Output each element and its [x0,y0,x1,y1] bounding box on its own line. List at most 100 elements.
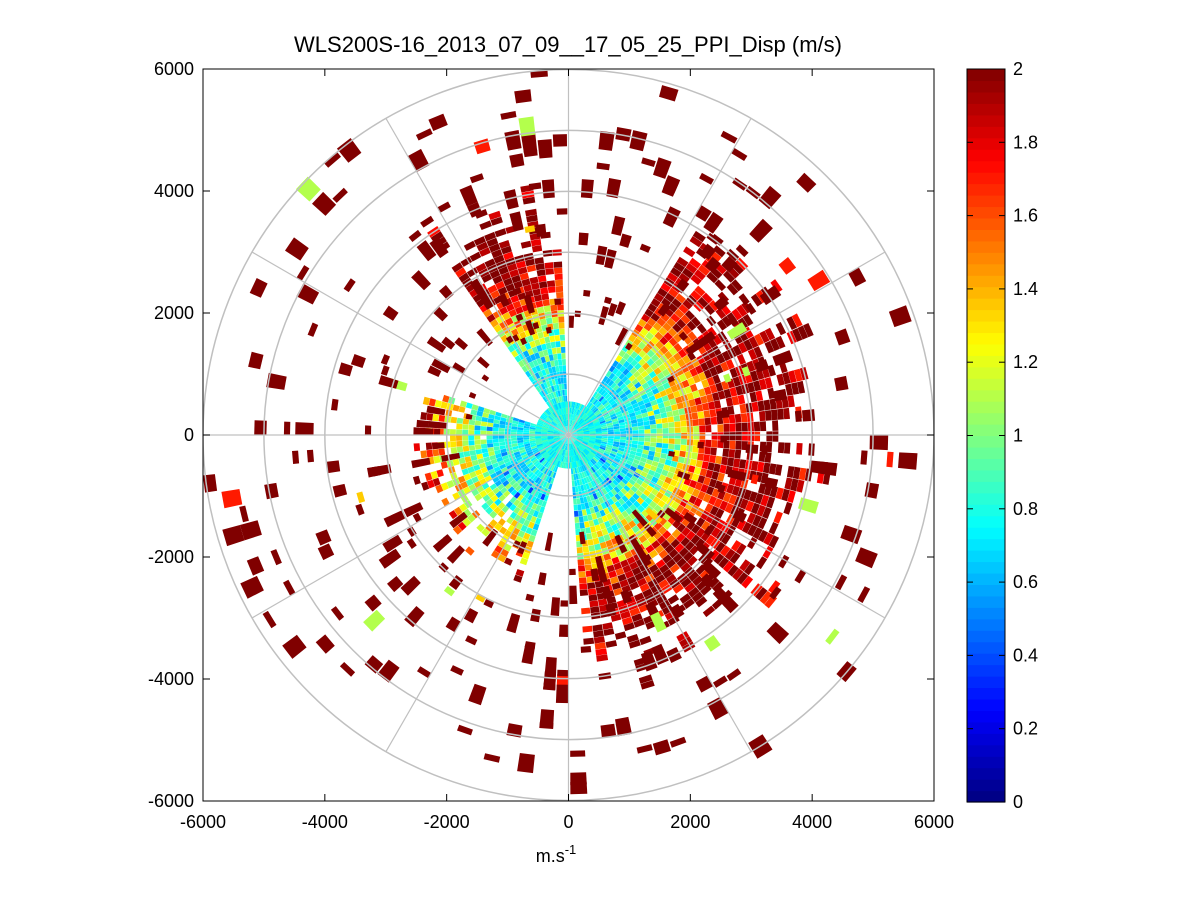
scan-cell [734,449,742,459]
scan-cell [571,443,575,450]
scan-cell [718,557,730,569]
scan-cell [566,437,568,444]
scan-cell [608,372,616,380]
scan-cell [587,461,593,468]
scan-cell [561,359,566,366]
scan-cell [785,383,794,396]
scan-cell [631,475,638,482]
scan-cell [699,425,706,433]
scan-cell [577,435,584,437]
colorbar-tick-label: 0 [1013,792,1023,812]
colorbar-segment [967,630,1005,643]
scan-cell [606,395,613,402]
scan-cell [668,466,676,474]
scan-cell [672,583,684,594]
scan-cell [548,367,553,374]
scan-cell [548,406,554,413]
scan-cell [330,606,345,621]
scan-cell [571,435,578,438]
scan-cell [728,494,738,505]
scan-cell [592,457,599,463]
scan-cell [766,431,773,442]
scan-cell [530,443,537,448]
scan-cell [548,464,554,471]
scan-cell [620,610,631,620]
scan-cell [729,367,738,378]
scan-cell [553,261,563,268]
scan-cell [636,478,644,486]
scan-cell [602,622,613,630]
scan-cell [662,554,673,564]
scan-cell [563,401,566,408]
scan-cell [683,598,695,609]
scan-cell [596,452,602,458]
scan-cell [508,309,517,318]
scan-cell [573,504,578,511]
scan-cell [421,481,430,491]
scan-cell [601,432,608,435]
scan-cell [745,302,757,315]
scan-cell [604,493,611,500]
scan-cell [372,464,392,477]
scan-cell [553,436,560,438]
scan-cell [656,433,663,438]
scan-cell [678,272,690,284]
scan-cell [598,468,604,475]
scan-cell [637,577,647,587]
scan-cell [497,473,505,480]
scan-cell [594,543,602,551]
scan-cell [569,437,571,444]
scan-cell [561,383,565,390]
scan-cell [555,397,559,404]
scan-cell [489,519,498,528]
scan-cell [560,455,563,462]
scan-cell [689,479,698,489]
scan-cell [571,480,575,487]
scan-cell [712,374,721,384]
scan-cell [535,453,542,459]
colorbar-segment [967,710,1005,723]
scan-cell [528,182,542,190]
scan-cell [766,621,790,645]
scan-cell [598,418,605,423]
scan-cell [530,495,537,503]
scan-cell [589,427,596,431]
scan-cell [650,437,657,443]
scan-cell [412,512,422,523]
scan-cell [601,488,608,495]
scan-cell [627,456,635,463]
scan-cell [221,489,243,509]
scan-cell [550,304,558,312]
scan-cell [363,609,386,632]
scan-cell [709,549,720,561]
scan-cell [590,466,596,473]
scan-cell [698,418,705,426]
scan-cell [664,292,675,303]
scan-cell [639,243,651,253]
scan-cell [535,386,541,393]
scan-cell [538,391,545,398]
scan-cell [505,283,515,292]
scan-cell [594,442,601,446]
scan-cell [619,579,629,588]
scan-cell [415,128,433,141]
scan-cell [646,358,655,367]
scan-cell [295,176,321,202]
scan-cell [676,557,687,568]
scan-cell [848,267,867,287]
scan-cell [587,443,594,448]
scan-cell [484,231,497,242]
scan-cell [570,427,575,433]
scan-cell [732,568,744,581]
scan-cell [735,422,742,432]
scan-cell [678,408,686,416]
scan-cell [493,423,500,428]
scan-cell [542,423,549,428]
scan-cell [532,359,539,367]
scan-cell [768,580,781,594]
scan-cell [553,430,560,433]
scan-cell [443,585,455,597]
scan-cell [700,573,716,589]
scan-cell [562,455,566,463]
scan-cell [494,498,502,506]
